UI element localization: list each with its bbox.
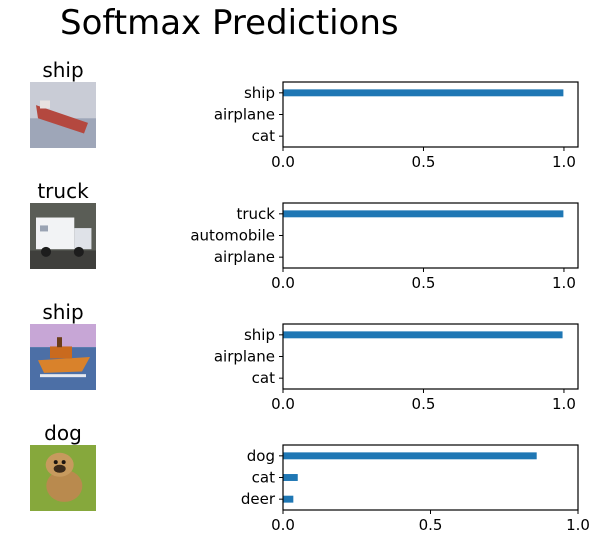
x-tick-label: 0.0 [271, 153, 295, 171]
image-title: dog [44, 421, 82, 445]
y-tick-label: airplane [214, 106, 275, 124]
x-tick-label: 0.5 [412, 153, 436, 171]
bar [283, 89, 564, 97]
x-tick-label: 1.0 [566, 516, 590, 534]
bar [283, 210, 564, 218]
thumb-eye [53, 460, 58, 465]
thumb-snout [53, 464, 66, 473]
thumb-eye [61, 460, 66, 465]
truck-thumbnail [30, 203, 96, 269]
y-tick-label: deer [241, 490, 276, 508]
y-tick-label: airplane [214, 348, 275, 366]
prediction-panel: ship ship airplane cat 0.0 0.5 1.0 [30, 58, 579, 171]
x-tick-label: 0.5 [419, 516, 443, 534]
x-tick-label: 1.0 [552, 395, 576, 413]
y-tick-label: cat [252, 469, 275, 487]
y-tick-label: automobile [190, 227, 275, 245]
bar [283, 452, 537, 460]
thumb-cab [74, 228, 92, 250]
panels: ship ship airplane cat 0.0 0.5 1.0 truck truck au… [30, 58, 590, 534]
y-tick-label: ship [244, 84, 275, 102]
thumb-hull [38, 357, 90, 373]
figure-title: Softmax Predictions [60, 3, 399, 43]
x-tick-label: 0.0 [271, 395, 295, 413]
y-tick-label: ship [244, 326, 275, 344]
thumb-cabin [50, 346, 72, 359]
bar [283, 331, 563, 339]
y-tick-label: dog [247, 447, 275, 465]
thumb-box [36, 217, 75, 250]
bar [283, 495, 294, 503]
x-tick-label: 0.5 [412, 274, 436, 292]
bar [283, 474, 298, 481]
thumb-wheel [73, 246, 84, 257]
thumb-window [40, 225, 48, 232]
thumb-sky [30, 324, 96, 348]
y-tick-label: cat [252, 369, 275, 387]
y-tick-label: truck [237, 205, 276, 223]
prediction-panel: truck truck automobile airplane 0.0 0.5 1.0 [30, 179, 579, 292]
dog-thumbnail [30, 445, 96, 511]
thumb-body [46, 469, 83, 502]
thumb-mast [57, 337, 62, 348]
ship-thumbnail [30, 82, 96, 148]
thumb-cabin [40, 100, 50, 109]
y-tick-label: cat [252, 127, 275, 145]
thumb-wake [40, 374, 86, 378]
image-title: ship [42, 58, 83, 82]
x-tick-label: 0.0 [271, 274, 295, 292]
x-tick-label: 1.0 [552, 274, 576, 292]
thumb-hull [36, 105, 88, 134]
image-title: ship [42, 300, 83, 324]
image-title: truck [37, 179, 89, 203]
thumb-wheel [41, 246, 51, 257]
boat-thumbnail [30, 324, 96, 390]
prediction-panel: ship ship airplane cat 0.0 0.5 1.0 [30, 300, 579, 413]
thumb-road [30, 250, 96, 269]
x-tick-label: 1.0 [552, 153, 576, 171]
x-tick-label: 0.5 [412, 395, 436, 413]
prediction-panel: dog dog cat deer 0.0 0.5 1.0 [30, 421, 590, 534]
y-tick-label: airplane [214, 248, 275, 266]
x-tick-label: 0.0 [271, 516, 295, 534]
